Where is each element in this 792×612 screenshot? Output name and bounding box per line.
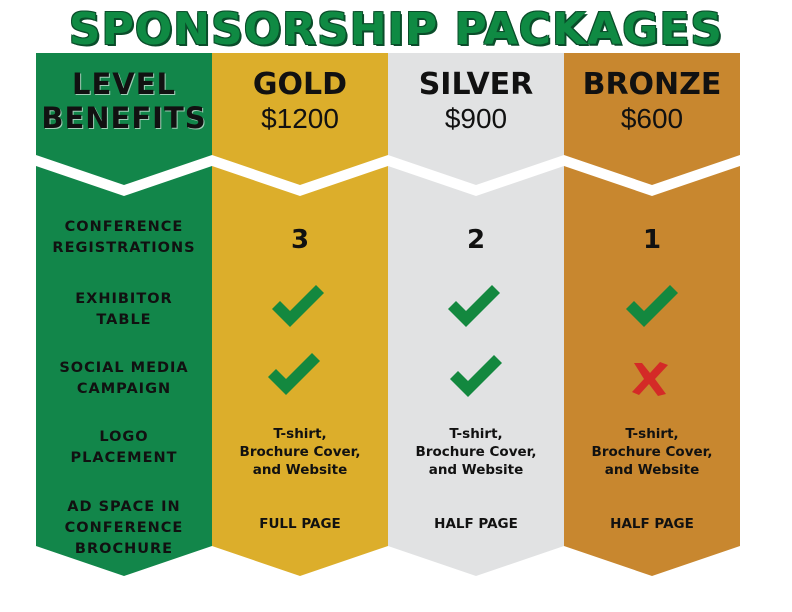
level-header: LEVEL BENEFITS — [36, 67, 212, 135]
logo-line: Brochure Cover, — [591, 444, 713, 460]
cross-icon — [632, 362, 668, 396]
benefit-line: EXHIBITOR — [75, 291, 173, 307]
package-price: $900 — [444, 103, 508, 134]
level-benefits-column: LEVEL BENEFITS CONFERENCE REGISTRATIONS … — [36, 53, 212, 612]
check-icon — [272, 285, 324, 327]
registrations-count: 3 — [290, 225, 310, 255]
benefit-line: LOGO — [99, 429, 149, 445]
package-name: GOLD — [252, 67, 348, 102]
level-header-line1: LEVEL — [71, 67, 177, 101]
benefit-conference-registrations: CONFERENCE REGISTRATIONS — [36, 217, 212, 259]
logo-line: and Website — [252, 462, 348, 478]
benefit-line: CONFERENCE — [64, 520, 184, 536]
ad-space-value: HALF PAGE — [610, 516, 694, 532]
check-icon — [626, 285, 678, 327]
benefit-line: CONFERENCE — [64, 219, 184, 235]
logo-placement-value: T-shirt, Brochure Cover, and Website — [212, 425, 388, 479]
ad-space-value: HALF PAGE — [434, 516, 518, 532]
level-header-chevron — [36, 53, 212, 576]
benefit-line: SOCIAL MEDIA — [59, 360, 189, 376]
benefit-line: CAMPAIGN — [76, 381, 172, 397]
benefit-line: BROCHURE — [74, 541, 174, 557]
benefit-social-media-campaign: SOCIAL MEDIA CAMPAIGN — [36, 358, 212, 400]
benefit-exhibitor-table: EXHIBITOR TABLE — [36, 289, 212, 331]
benefit-ad-space: AD SPACE IN CONFERENCE BROCHURE — [36, 497, 212, 560]
logo-line: and Website — [428, 462, 524, 478]
benefit-line: TABLE — [96, 312, 152, 328]
page-title: SPONSORSHIP PACKAGES — [68, 4, 724, 55]
benefit-line: PLACEMENT — [70, 450, 178, 466]
check-icon — [448, 285, 500, 327]
check-icon — [268, 353, 320, 395]
logo-line: T-shirt, — [273, 426, 327, 442]
benefit-logo-placement: LOGO PLACEMENT — [36, 427, 212, 469]
benefit-line: REGISTRATIONS — [52, 240, 196, 256]
silver-chevron — [388, 53, 564, 576]
benefit-line: AD SPACE IN — [67, 499, 181, 515]
package-silver-column: SILVER $900 2 T-shirt, Brochure Cover, a… — [388, 53, 564, 612]
package-gold-column: GOLD $1200 3 T-shirt, Brochure Cover, an… — [212, 53, 388, 612]
package-name: SILVER — [418, 67, 534, 102]
package-bronze-column: BRONZE $600 1 T-shirt, Brochure Cover, a… — [564, 53, 740, 612]
level-header-line2: BENEFITS — [41, 101, 207, 135]
package-price: $1200 — [261, 103, 339, 134]
package-name: BRONZE — [582, 67, 722, 102]
logo-line: Brochure Cover, — [415, 444, 537, 460]
logo-line: T-shirt, — [449, 426, 503, 442]
ad-space-value: FULL PAGE — [259, 516, 341, 532]
registrations-count: 1 — [642, 225, 662, 255]
check-icon — [450, 355, 502, 397]
logo-line: T-shirt, — [625, 426, 679, 442]
logo-line: Brochure Cover, — [239, 444, 361, 460]
logo-placement-value: T-shirt, Brochure Cover, and Website — [564, 425, 740, 479]
registrations-count: 2 — [466, 225, 486, 255]
logo-line: and Website — [604, 462, 700, 478]
logo-placement-value: T-shirt, Brochure Cover, and Website — [388, 425, 564, 479]
package-price: $600 — [620, 103, 684, 134]
